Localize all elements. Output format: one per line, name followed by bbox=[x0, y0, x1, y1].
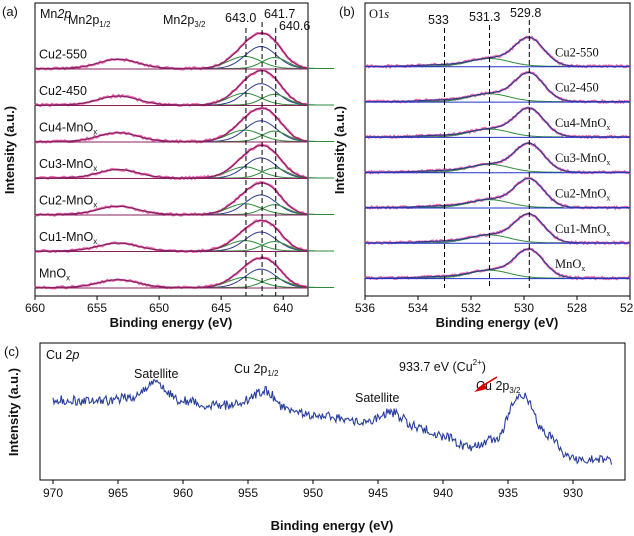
panel-a-fit-5 bbox=[35, 219, 307, 252]
panel-a-fit-4 bbox=[35, 182, 307, 216]
panel-a-tick-label-4: 640 bbox=[273, 301, 293, 315]
ref-label-533: 533 bbox=[428, 13, 449, 27]
ref-label-6417: 641.7 bbox=[264, 7, 295, 21]
peak-label-mn2p32: Mn2p3/2 bbox=[163, 13, 206, 29]
panel-b-series-label-2: Cu4-MnOx bbox=[555, 116, 610, 132]
panel-a-fit-3 bbox=[35, 144, 307, 179]
panel-c-label: (c) bbox=[4, 344, 19, 359]
panel-a-tick-label-2: 650 bbox=[149, 301, 169, 315]
panel-b-component-5 bbox=[418, 234, 564, 244]
panel-b-frame bbox=[364, 2, 631, 297]
panel-b-component-2 bbox=[418, 128, 564, 138]
panel-b-tick-label-2: 532 bbox=[461, 301, 481, 315]
panel-c-tick-label-6: 940 bbox=[433, 486, 453, 500]
ref-label-5313: 531.3 bbox=[469, 10, 500, 24]
annotation-arrow bbox=[474, 376, 498, 392]
panel-b-component-3 bbox=[418, 163, 564, 173]
panel-a-tick-label-0: 660 bbox=[25, 301, 45, 315]
panel-a-series-label-0: Cu2-550 bbox=[39, 48, 87, 62]
panel-c-xlabel: Binding energy (eV) bbox=[271, 518, 394, 533]
panel-a-series-label-6: MnOx bbox=[39, 267, 70, 283]
panel-c: (c) Cu 2p Satellite Cu 2p1/2 Satellite C… bbox=[4, 342, 626, 533]
panel-b-tick-label-0: 536 bbox=[355, 301, 375, 315]
panel-a-series-label-5: Cu1-MnOx bbox=[39, 230, 97, 246]
ref-label-6406: 640.6 bbox=[279, 19, 310, 33]
panel-a-series-labels: Cu2-550 Cu2-450 Cu4-MnOx Cu3-MnOx Cu2-MnOx Cu… bbox=[39, 48, 97, 283]
panel-b-series-label-6: MnOx bbox=[555, 257, 585, 273]
panel-a-fit-1 bbox=[35, 69, 307, 106]
panel-b: (b) O1s 533 531.3 529.8 Cu2-550Cu2-450Cu… bbox=[332, 2, 634, 330]
panel-b-fit-6 bbox=[365, 248, 630, 279]
panel-a-component-1-3 bbox=[212, 93, 335, 106]
panel-b-series-label-3: Cu3-MnOx bbox=[555, 151, 610, 167]
panel-b-xlabel: Binding energy (eV) bbox=[436, 315, 559, 330]
panel-b-series-label-1: Cu2-450 bbox=[555, 81, 599, 95]
panel-c-tick-label-0: 970 bbox=[43, 486, 63, 500]
panel-c-spectrum bbox=[52, 378, 613, 465]
panel-a-tick-label-1: 655 bbox=[87, 301, 107, 315]
panel-c-x-ticks: 970 965 960 955 950 945 940 935 930 bbox=[43, 480, 583, 500]
panel-c-ylabel: Intensity (a.u.) bbox=[6, 368, 21, 456]
panel-c-tick-label-7: 935 bbox=[498, 486, 518, 500]
panel-a-label: (a) bbox=[2, 4, 18, 19]
panel-a-fit-6 bbox=[35, 257, 307, 289]
panel-b-curves bbox=[364, 35, 631, 281]
panel-b-raw-6 bbox=[364, 247, 631, 281]
panel-c-tick-label-8: 930 bbox=[563, 486, 583, 500]
panel-a-component-6-3 bbox=[212, 277, 335, 288]
panel-c-curves bbox=[52, 378, 613, 465]
panel-a-series-label-1: Cu2-450 bbox=[39, 84, 87, 98]
panel-b-series-label-0: Cu2-550 bbox=[555, 45, 599, 59]
panel-b-series-label-5: Cu1-MnOx bbox=[555, 222, 610, 238]
panel-a-reference-lines bbox=[245, 22, 277, 296]
panel-b-region: O1s bbox=[369, 7, 389, 21]
panel-c-tick-label-4: 950 bbox=[303, 486, 323, 500]
annotation-satellite-2: Satellite bbox=[355, 391, 400, 405]
panel-b-series-label-4: Cu2-MnOx bbox=[555, 187, 610, 203]
annotation-satellite-1: Satellite bbox=[134, 367, 179, 381]
panel-a-ylabel: Intensity (a.u.) bbox=[2, 106, 17, 194]
panel-b-component-4 bbox=[418, 199, 564, 208]
panel-b-tick-label-3: 530 bbox=[514, 301, 534, 315]
panel-b-ylabel: Intensity (a.u.) bbox=[332, 106, 347, 194]
annotation-cu2plus: 933.7 eV (Cu2+) bbox=[399, 358, 486, 374]
panel-a-component-3-3 bbox=[212, 167, 335, 179]
panel-b-series-labels: Cu2-550 Cu2-450 Cu4-MnOx Cu3-MnOx Cu2-MnOx Cu… bbox=[555, 45, 610, 273]
ref-label-5298: 529.8 bbox=[510, 6, 541, 20]
panel-c-tick-label-1: 965 bbox=[108, 486, 128, 500]
panel-a-fit-0 bbox=[35, 32, 307, 70]
panel-a-fit-2 bbox=[35, 107, 307, 143]
panel-a-series-label-3: Cu3-MnOx bbox=[39, 157, 97, 173]
ref-label-643: 643.0 bbox=[225, 11, 256, 25]
panel-b-x-ticks: 536 534 532 530 528 526 bbox=[355, 296, 634, 315]
panel-a-tick-label-3: 645 bbox=[211, 301, 231, 315]
panel-c-region: Cu 2p bbox=[46, 348, 79, 362]
peak-label-mn2p12: Mn2p1/2 bbox=[68, 13, 111, 29]
panel-c-tick-label-2: 960 bbox=[173, 486, 193, 500]
panel-c-tick-label-3: 955 bbox=[238, 486, 258, 500]
panel-c-tick-label-5: 945 bbox=[368, 486, 388, 500]
panel-b-component-1 bbox=[418, 93, 564, 103]
panel-a-x-ticks: 660 655 650 645 640 bbox=[25, 296, 294, 315]
panel-b-reference-lines bbox=[444, 20, 530, 288]
panel-a-component-2-3 bbox=[212, 130, 335, 142]
panel-a-series-label-4: Cu2-MnOx bbox=[39, 194, 97, 210]
panel-b-label: (b) bbox=[339, 4, 355, 19]
panel-a-component-4-3 bbox=[212, 204, 335, 215]
panel-a-component-0-3 bbox=[212, 56, 335, 69]
panel-a: (a) Mn2p Mn2p1/2 Mn2p3/2 643.0 641.7 640… bbox=[2, 2, 335, 330]
panel-b-tick-label-1: 534 bbox=[408, 301, 428, 315]
panel-a-component-5-3 bbox=[212, 240, 335, 252]
panel-b-component-6 bbox=[418, 269, 564, 279]
panel-a-frame bbox=[34, 2, 309, 297]
panel-b-tick-label-4: 528 bbox=[567, 301, 587, 315]
panel-a-xlabel: Binding energy (eV) bbox=[110, 315, 233, 330]
panel-b-tick-label-5: 526 bbox=[620, 301, 634, 315]
panel-b-component-0 bbox=[418, 58, 564, 67]
panel-a-region: Mn2p bbox=[40, 7, 71, 21]
panel-c-frame bbox=[39, 342, 626, 481]
annotation-cu2p12: Cu 2p1/2 bbox=[234, 362, 279, 378]
panel-a-series-label-2: Cu4-MnOx bbox=[39, 121, 97, 137]
